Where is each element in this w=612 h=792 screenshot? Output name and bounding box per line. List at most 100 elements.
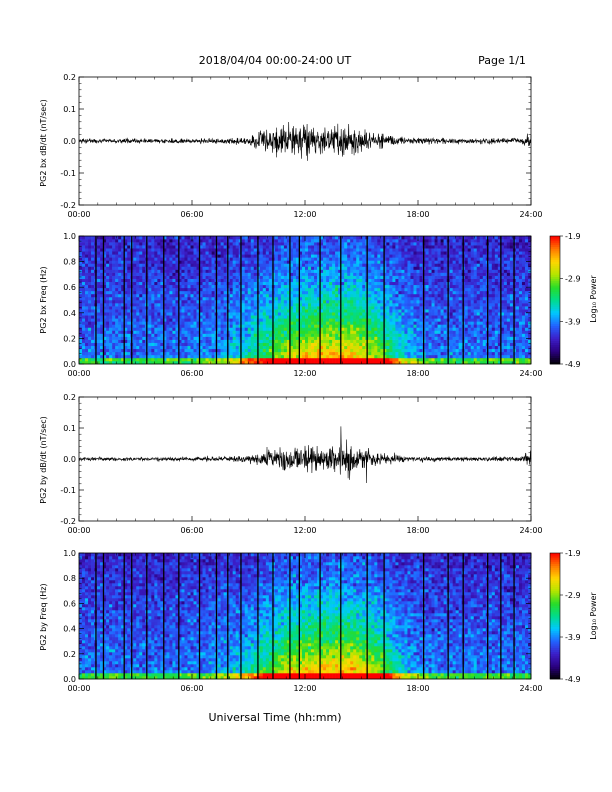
bx-spectrogram-cell	[112, 242, 116, 246]
bx-spectrogram-cell	[157, 342, 161, 347]
bx-spectrogram-cell	[416, 278, 420, 283]
bx-spectrogram-cell	[326, 342, 330, 347]
bx-spectrogram-cell	[353, 239, 357, 243]
bx-spectrogram-cell	[247, 315, 252, 319]
bx-spectrogram-cell	[109, 266, 113, 270]
bx-spectrogram-cell	[268, 345, 273, 350]
bx-spectrogram-cell	[395, 281, 399, 286]
bx-spectrogram-cell	[295, 254, 300, 258]
bx-spectrogram-cell	[371, 293, 375, 298]
bx-spectrogram-cell	[202, 300, 206, 304]
bx-spectrogram-cell	[208, 327, 212, 331]
bx-spectrogram-cell	[97, 257, 101, 261]
bx-spectrogram-cell	[395, 330, 399, 334]
bx-spectrogram-cell	[295, 348, 300, 353]
bx-spectrogram-cell	[115, 254, 119, 258]
bx-spectrogram-cell	[133, 327, 137, 331]
bx-spectrogram-cell	[335, 254, 339, 258]
bx-spectrogram-cell	[112, 357, 116, 362]
bx-spectrogram-cell	[109, 351, 113, 356]
bx-spectrogram-cell	[163, 242, 167, 246]
bx-spectrogram-cell	[187, 324, 191, 328]
bx-spectrogram-cell	[347, 354, 351, 359]
bx-spectrogram-cell	[380, 266, 384, 270]
bx-spectrogram-cell	[289, 275, 294, 279]
bx-spectrogram-cell	[235, 306, 239, 310]
bx-spectrogram-cell	[166, 345, 170, 350]
bx-spectrogram-cell	[190, 315, 194, 319]
bx-spectrogram-cell	[229, 248, 233, 252]
bx-spectrogram-cell	[244, 309, 249, 313]
bx-spectrogram-cell	[413, 345, 417, 350]
bx-spectrogram-cell	[220, 245, 224, 249]
bx-spectrogram-cell	[124, 324, 128, 328]
bx-spectrogram-cell	[259, 321, 264, 325]
bx-spectrogram-cell	[283, 345, 288, 350]
bx-spectrogram-cell	[133, 266, 137, 270]
bx-spectrogram-cell	[190, 342, 194, 347]
bx-spectrogram-cell	[112, 260, 116, 264]
bx-spectrogram-cell	[419, 257, 423, 261]
bx-spectrogram-cell	[392, 342, 396, 347]
bx-spectrogram-cell	[142, 260, 146, 264]
bx-spectrogram-cell	[419, 266, 423, 270]
bx-spectrogram-cell	[142, 269, 146, 273]
bx-spectrogram-cell	[163, 300, 167, 304]
bx-spectrogram-cell	[121, 242, 125, 246]
bx-spectrogram-cell	[247, 342, 252, 347]
bx-spectrogram-cell	[268, 281, 273, 286]
bx-spectrogram-cell	[187, 315, 191, 319]
bx-spectrogram-cell	[311, 324, 315, 328]
bx-spectrogram-cell	[97, 242, 101, 246]
bx-spectrogram-cell	[356, 245, 360, 249]
bx-spectrogram-cell	[163, 239, 167, 243]
bx-spectrogram-cell	[211, 330, 215, 334]
bx-spectrogram-cell	[241, 236, 246, 240]
bx-spectrogram-cell	[235, 242, 239, 246]
bx-spectrogram-cell	[308, 263, 312, 267]
bx-spectrogram-cell	[320, 281, 324, 286]
bx-spectrogram-cell	[250, 300, 255, 304]
bx-spectrogram-cell	[323, 309, 327, 313]
bx-spectrogram-cell	[425, 315, 429, 319]
bx-spectrogram-cell	[211, 333, 215, 337]
bx-spectrogram-cell	[413, 257, 417, 261]
bx-spectrogram-cell	[404, 269, 408, 273]
bx-spectrogram-cell	[389, 293, 393, 298]
bx-spectrogram-cell	[335, 296, 339, 301]
bx-spectrogram-cell	[317, 321, 321, 325]
bx-spectrogram-cell	[121, 257, 125, 261]
bx-spectrogram-cell	[298, 242, 303, 246]
bx-spectrogram-cell	[374, 293, 378, 298]
bx-spectrogram-cell	[374, 360, 378, 365]
bx-spectrogram-cell	[241, 287, 246, 292]
bx-spectrogram-cell	[229, 354, 233, 359]
bx-spectrogram-cell	[85, 360, 89, 365]
bx-spectrogram-cell	[112, 269, 116, 273]
bx-spectrogram-cell	[241, 269, 246, 273]
bx-spectrogram-cell	[359, 236, 363, 240]
bx-spectrogram-cell	[383, 321, 387, 325]
bx-spectrogram-cell	[274, 242, 279, 246]
bx-spectrogram-cell	[190, 293, 194, 298]
bx-spectrogram-cell	[380, 263, 384, 267]
bx-spectrogram-cell	[335, 321, 339, 325]
bx-spectrogram-cell	[410, 342, 414, 347]
bx-spectrogram-cell	[85, 248, 89, 252]
bx-spectrogram-cell	[401, 248, 405, 252]
bx-spectrogram-cell	[97, 348, 101, 353]
bx-spectrogram-cell	[277, 351, 282, 356]
bx-spectrogram-cell	[326, 330, 330, 334]
bx-spectrogram-cell	[259, 266, 264, 270]
bx-spectrogram-cell	[139, 354, 143, 359]
bx-spectrogram-cell	[274, 275, 279, 279]
bx-spectrogram-cell	[211, 324, 215, 328]
bx-spectrogram-cell	[292, 324, 297, 328]
bx-spectrogram-cell	[401, 266, 405, 270]
bx-spectrogram-cell	[178, 312, 182, 316]
bx-spectrogram-cell	[350, 300, 354, 304]
bx-spectrogram-cell	[317, 239, 321, 243]
bx-spectrogram-cell	[187, 239, 191, 243]
bx-spectrogram-cell	[359, 348, 363, 353]
bx-spectrogram-cell	[190, 354, 194, 359]
